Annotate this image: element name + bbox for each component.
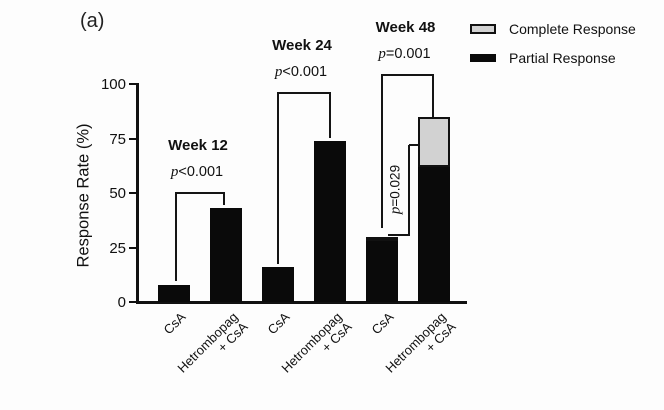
y-tick-mark	[129, 246, 137, 249]
bar-week-24-hetrombopag-csa-partial	[314, 140, 346, 302]
significance-bracket-week-24-right-leg	[329, 93, 331, 138]
group-label-week-24: Week 24	[272, 37, 332, 54]
p-value-week-24: p<0.001	[274, 64, 328, 80]
y-tick-mark	[129, 301, 137, 303]
bar-week-12-csa-partial	[158, 284, 190, 302]
group-label-week-48: Week 48	[375, 19, 436, 36]
inner-bracket-bottom	[388, 234, 410, 236]
figure-label: (a)	[80, 10, 105, 32]
legend: Complete Response Partial Response	[470, 20, 636, 78]
significance-bracket-week-12-left-leg	[175, 193, 177, 281]
y-tick-label: 50	[109, 185, 126, 202]
inner-bracket-vertical	[407, 145, 410, 235]
legend-label-partial-response: Partial Response	[509, 50, 616, 66]
y-tick-mark	[129, 192, 137, 194]
y-tick-label: 25	[109, 239, 126, 257]
bar-week-48-csa-complete	[366, 236, 398, 241]
group-label-week-12: Week 12	[168, 137, 228, 154]
significance-bracket-week-24-left-leg	[277, 93, 279, 264]
significance-bracket-week-24-top	[277, 92, 331, 94]
inner-bracket-top	[408, 144, 418, 146]
complete-response-swatch-icon	[470, 24, 496, 34]
p-value-inner-week-48: p=0.029	[387, 164, 404, 215]
x-axis-line	[136, 301, 467, 304]
x-tick-label-csa: CsA	[160, 309, 189, 338]
bar-week-48-hetrombopag-csa-partial	[418, 166, 450, 302]
p-value-week-48: p=0.001	[378, 46, 431, 62]
significance-bracket-week-48-right-leg	[432, 75, 434, 117]
legend-label-complete-response: Complete Response	[509, 21, 636, 37]
partial-response-swatch-icon	[470, 54, 496, 62]
x-tick-label-csa: CsA	[368, 309, 397, 338]
bar-week-24-csa-partial	[262, 267, 294, 302]
y-tick-mark	[129, 83, 137, 85]
p-value-week-12: p<0.001	[170, 164, 224, 180]
x-tick-label-csa: CsA	[264, 309, 293, 338]
significance-bracket-week-12-top	[175, 192, 225, 194]
y-tick-label: 100	[100, 76, 126, 93]
y-tick-label: 0	[117, 294, 126, 311]
legend-item-partial-response: Partial Response	[470, 49, 636, 67]
significance-bracket-week-48-top	[381, 74, 434, 76]
legend-item-complete-response: Complete Response	[470, 20, 636, 38]
y-tick-mark	[129, 137, 137, 140]
bar-week-12-hetrombopag-csa-partial	[210, 208, 242, 302]
y-axis-line	[136, 83, 139, 303]
bar-week-48-hetrombopag-csa-complete	[418, 116, 450, 167]
y-tick-label: 75	[109, 130, 126, 148]
significance-bracket-week-48-left-leg	[381, 75, 383, 228]
significance-bracket-week-12-right-leg	[223, 193, 225, 205]
bar-week-48-csa-partial	[366, 240, 398, 302]
